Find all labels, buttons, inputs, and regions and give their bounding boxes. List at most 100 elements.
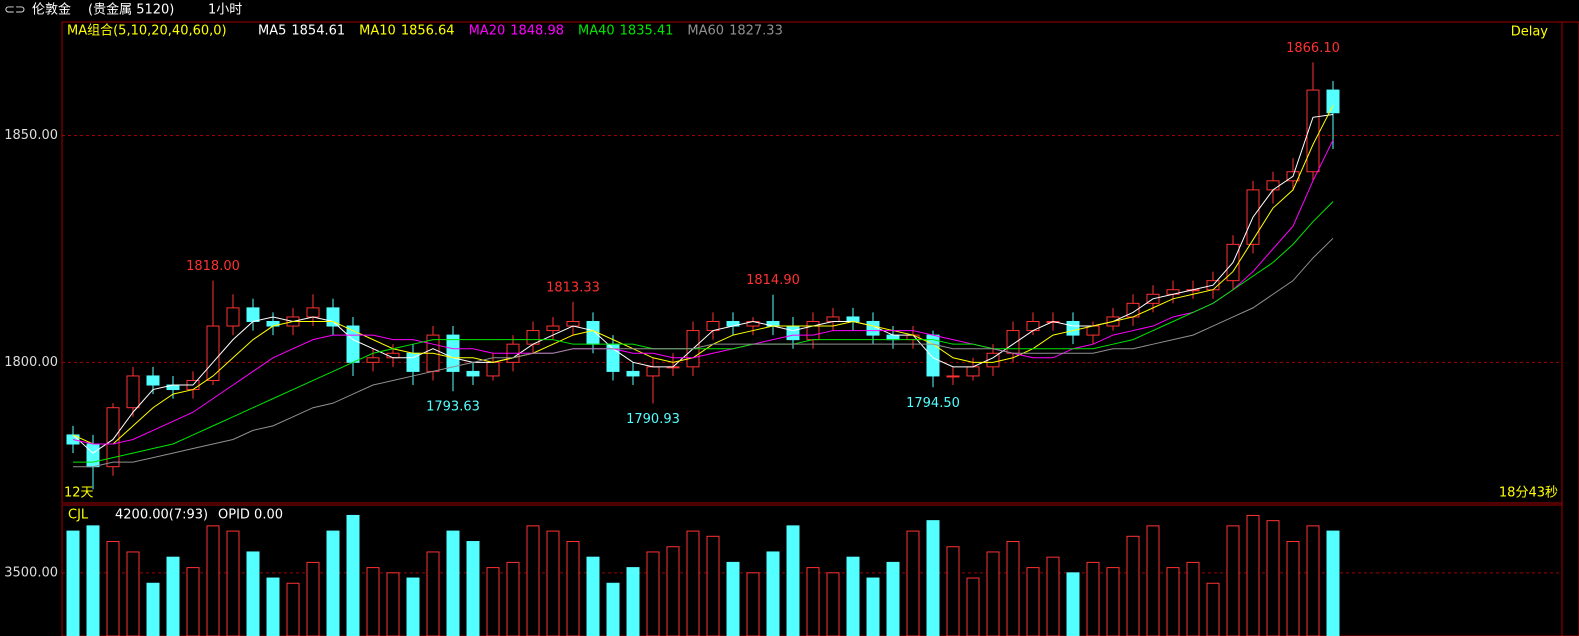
low-label: 1794.50 [906,396,960,411]
candle-body [1266,180,1280,191]
ma-line [73,237,1334,468]
candle-body [786,325,800,341]
ma-legend-name: MA10 [359,24,396,39]
volume-bar [886,561,900,636]
ma-line [72,105,1334,445]
candle-body [226,307,240,327]
volume-bar [806,567,820,636]
span: 12天 [64,486,94,501]
volume-bar [506,561,520,636]
ma-legend-name: MA60 [687,24,724,39]
high-label: 1813.33 [546,280,600,295]
volume-bar [446,530,460,636]
candle-body [926,334,940,377]
volume-bar [526,525,540,636]
candle-body [546,325,560,332]
high-label: 1818.00 [186,259,240,274]
volume-bar [726,561,740,636]
volume-bar [686,530,700,636]
volume-bar [186,567,200,636]
volume-bar [406,577,420,636]
volume-bar [286,582,300,636]
volume-bar [66,530,80,636]
delay: Delay [1511,25,1549,40]
volume-bar [1046,556,1060,636]
countdown: 18分43秒 [1499,486,1558,501]
candle-body [806,320,820,341]
volume-bar [966,577,980,636]
volume-bar [1026,567,1040,636]
low-label: 1790.93 [626,412,680,427]
volume-bar [386,572,400,636]
volume-bar [826,572,840,636]
ma-legend-name: MA5 [258,24,286,39]
volume-bar [1006,541,1020,636]
volume-bar [566,541,580,636]
volume-bar [106,541,120,636]
volume-bar [926,520,940,636]
volume-bar [226,530,240,636]
candle-body [1326,89,1340,114]
volume-bar [1106,567,1120,636]
market: (贵金属 5120) [88,2,174,18]
volume-bar [786,525,800,636]
volume-bar [1226,525,1240,636]
volume-bar [1146,525,1160,636]
candle-body [86,443,100,468]
volume-bar [166,556,180,636]
volume-bar [846,556,860,636]
high-label: 1866.10 [1286,41,1340,56]
candle-body [206,325,220,381]
candle-body [466,370,480,377]
candle-body [486,361,500,377]
volume-bar [486,567,500,636]
volume-bar [206,525,220,636]
y-tick-label: 1800.00 [4,355,58,370]
volume-bar [746,572,760,636]
volume-bar [706,535,720,636]
ma-legend-value: 1854.61 [291,24,345,39]
ma-line [72,114,1334,454]
candle-body [246,307,260,322]
ma-legend-value: 1835.41 [620,24,674,39]
candle-body [126,375,140,409]
volume-bar [906,530,920,636]
volume-bar [266,577,280,636]
volume-info: 4200.00(7:93) [115,508,208,523]
candle-body [846,316,860,322]
volume-bar [426,551,440,636]
volume-bar [306,561,320,636]
link-icon[interactable]: ⊂⊃ [4,3,26,18]
symbol: 伦敦金 [32,2,71,18]
ma-legend-name: MA40 [578,24,615,39]
volume-bar [1326,530,1340,636]
candle-body [626,370,640,377]
low-label: 1793.63 [426,400,480,415]
ma-legend-value: 1848.98 [510,24,564,39]
volume-bar [946,546,960,636]
side-panel [1561,21,1579,636]
volume-bar [866,577,880,636]
volume-name[interactable]: CJL [68,508,89,523]
candle-body [1066,320,1080,336]
candle-body [646,366,660,377]
candle-body [446,334,460,372]
ma-legend-value: 1856.64 [401,24,455,39]
ma-line [72,139,1334,445]
candle-body [826,316,840,322]
ma-legend-name: MA20 [469,24,506,39]
period[interactable]: 1小时 [208,3,242,18]
volume-bar [326,530,340,636]
candle-body [146,375,160,386]
candle-body [306,307,320,318]
ma-group[interactable]: MA组合(5,10,20,40,60,0) [67,24,227,39]
volume-bar [1126,535,1140,636]
candle-body [366,357,380,363]
volume-bar [766,551,780,636]
ma-legend-value: 1827.33 [729,24,783,39]
candle-body [946,375,960,378]
opid: OPID 0.00 [218,508,283,523]
candle-body [346,325,360,363]
volume-bar [1086,561,1100,636]
